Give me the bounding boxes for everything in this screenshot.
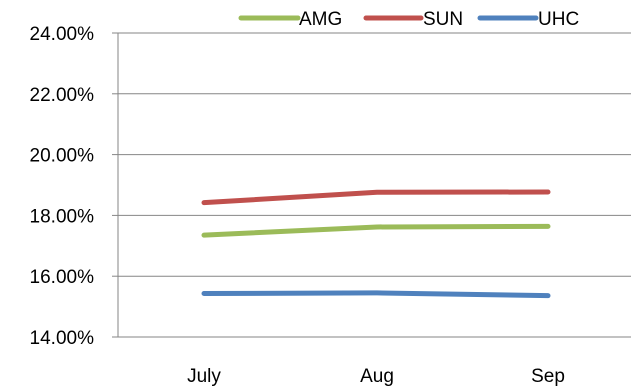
y-tick-label: 20.00% [30, 146, 95, 167]
legend: AMG SUN UHC [238, 9, 579, 30]
x-tick-label: July [187, 366, 221, 387]
x-tick-label: Sep [531, 366, 565, 387]
y-tick-label: 16.00% [30, 267, 95, 288]
gridlines [118, 32, 631, 277]
legend-item-sun: SUN [363, 9, 463, 30]
x-axis-tick-labels: July Aug Sep [187, 366, 565, 387]
y-tick-label: 18.00% [30, 206, 95, 227]
y-axis-tick-labels: 14.00% 16.00% 18.00% 20.00% 22.00% 24.00% [30, 24, 95, 349]
legend-label: SUN [423, 9, 463, 30]
series-line-uhc [201, 290, 551, 299]
legend-label: UHC [538, 9, 579, 30]
series-lines [201, 189, 551, 299]
series-line-sun [201, 189, 551, 206]
legend-label: AMG [299, 9, 342, 30]
y-tick-label: 14.00% [30, 328, 95, 349]
series-line-amg [201, 223, 551, 238]
axes [112, 32, 631, 338]
legend-item-amg: AMG [238, 9, 342, 30]
legend-item-uhc: UHC [477, 9, 579, 30]
y-tick-label: 24.00% [30, 24, 95, 45]
x-tick-label: Aug [360, 366, 394, 387]
y-tick-label: 22.00% [30, 85, 95, 106]
